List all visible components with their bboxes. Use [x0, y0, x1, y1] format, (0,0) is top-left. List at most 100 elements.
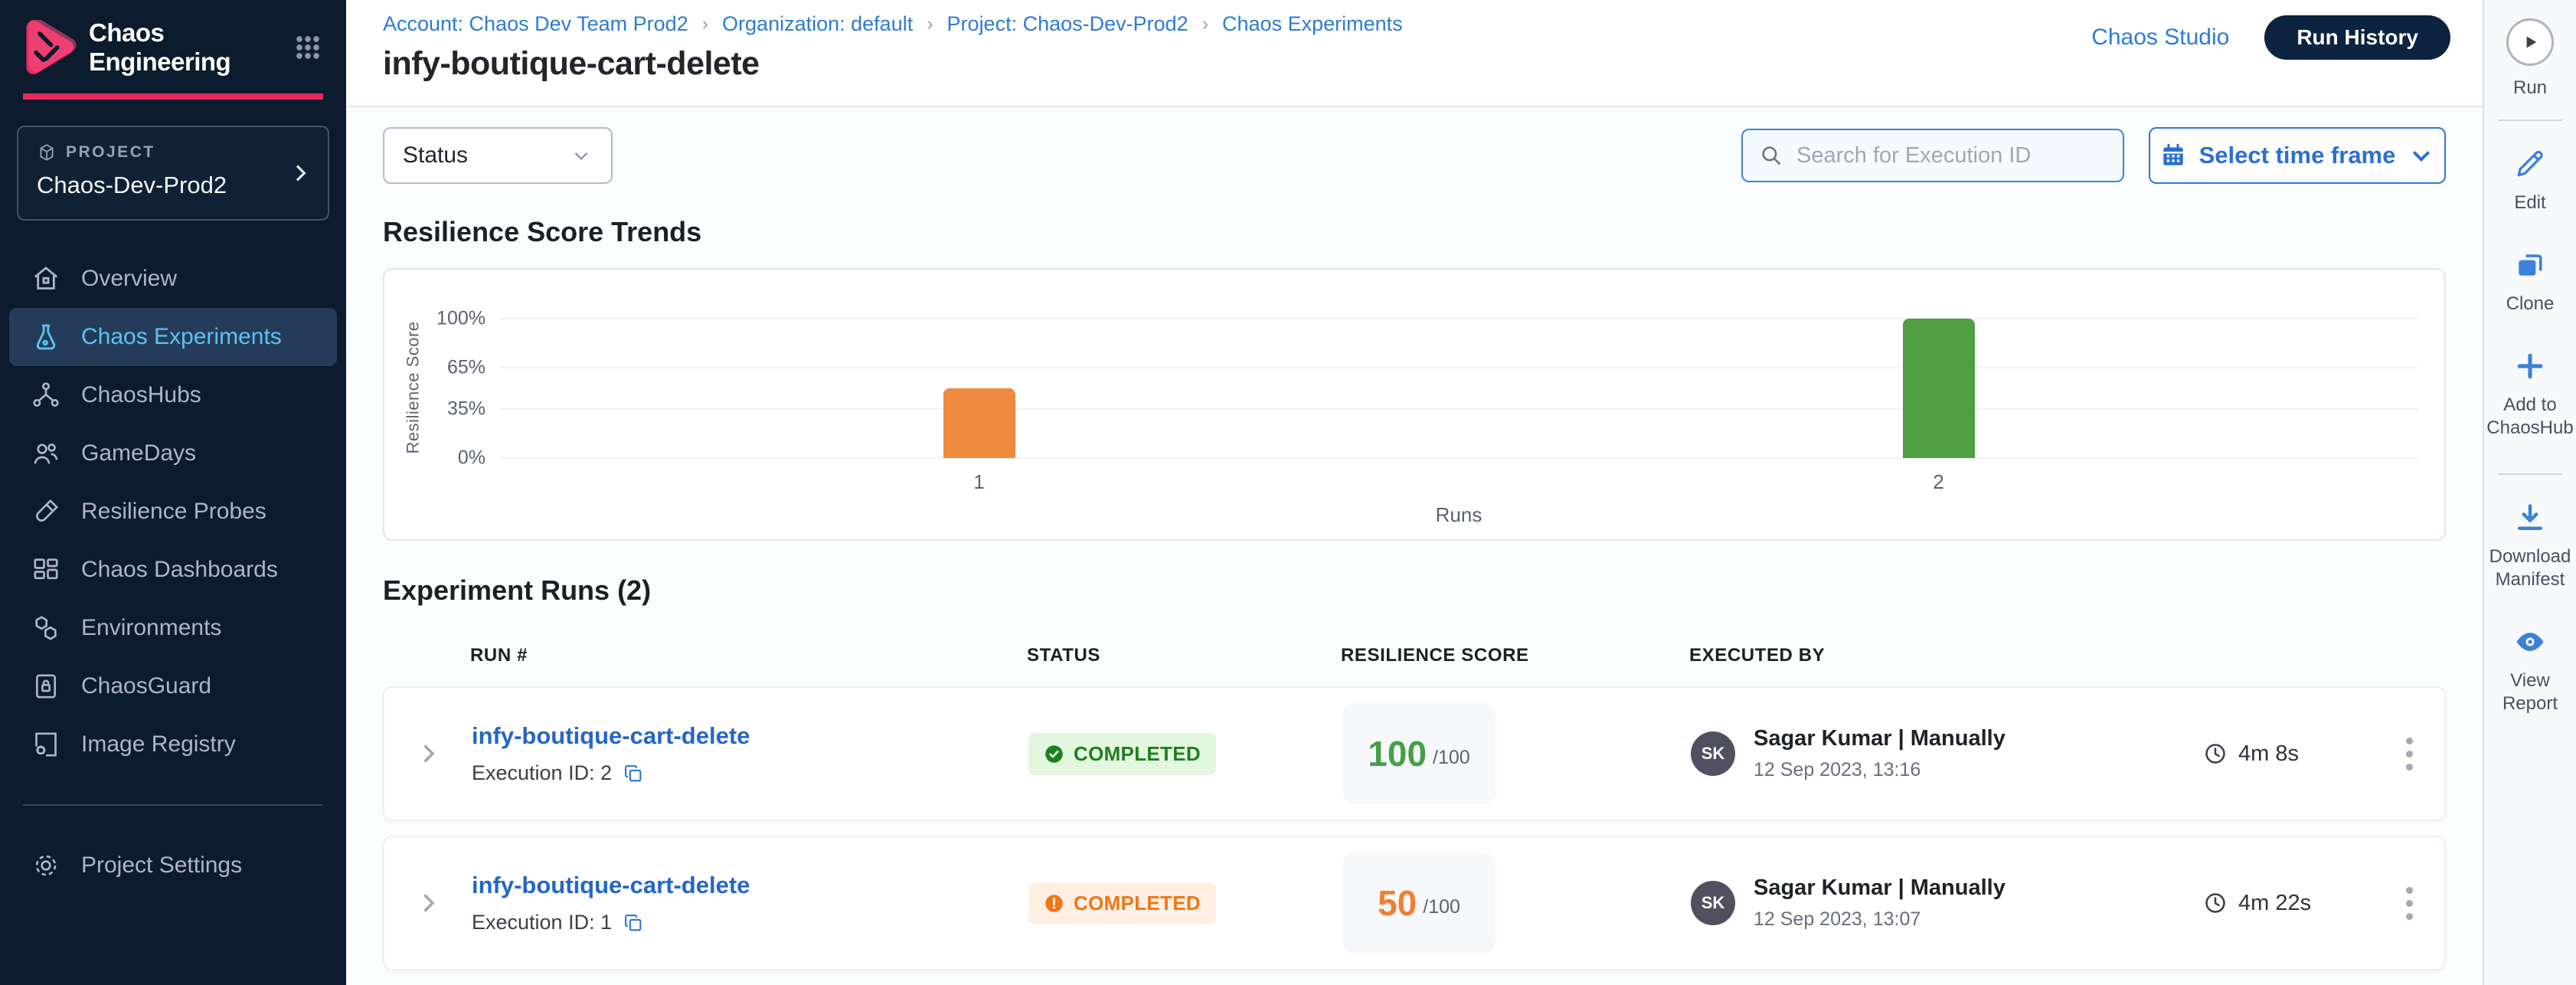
chevron-right-icon: [423, 894, 435, 912]
hexagons-icon: [35, 616, 57, 640]
clone-action[interactable]: Clone: [2506, 248, 2555, 316]
table-row[interactable]: infy-boutique-cart-delete Execution ID: …: [383, 836, 2446, 970]
product-title: Chaos Engineering: [89, 18, 231, 76]
col-header-run: RUN #: [470, 645, 528, 666]
add-to-chaoshub-action[interactable]: Add to ChaosHub: [2486, 349, 2574, 440]
chevron-down-icon: [2413, 151, 2431, 162]
filter-row: Status Select time frame: [383, 127, 2446, 184]
download-manifest-action[interactable]: Download Manifest: [2487, 501, 2573, 591]
pencil-icon: [2517, 150, 2543, 177]
executor-name: Sagar Kumar | Manually: [1754, 875, 2006, 900]
breadcrumb-project[interactable]: Project: Chaos-Dev-Prod2: [946, 12, 1188, 35]
chaos-studio-link[interactable]: Chaos Studio: [2091, 25, 2230, 50]
status-filter-label: Status: [403, 142, 469, 168]
header-actions: Chaos Studio Run History: [2091, 15, 2450, 60]
action-rail: Run Edit Clone Add to ChaosHub Download …: [2483, 0, 2576, 985]
run-button[interactable]: [2506, 18, 2554, 66]
copy-icon[interactable]: [623, 912, 644, 934]
duration-value: 4m 22s: [2238, 890, 2312, 915]
download-icon: [2518, 504, 2542, 530]
runs-section-title: Experiment Runs (2): [383, 574, 652, 606]
executed-by-cell: SK Sagar Kumar | Manually 12 Sep 2023, 1…: [1691, 726, 2203, 781]
breadcrumb-separator: ›: [1201, 13, 1209, 34]
score-value: 100: [1368, 734, 1427, 774]
main-panel: Account: Chaos Dev Team Prod2 › Organiza…: [346, 0, 2483, 985]
view-report-label: View Report: [2502, 670, 2558, 714]
registry-icon: [35, 732, 57, 757]
project-name: Chaos-Dev-Prod2: [37, 172, 227, 198]
sidebar-item-label: Overview: [81, 266, 178, 291]
rail-divider: [2498, 119, 2562, 121]
sidebar-item-environments[interactable]: Environments: [9, 599, 337, 657]
expand-row-icon[interactable]: [414, 740, 442, 767]
cube-icon: [40, 144, 54, 161]
run-name-link[interactable]: infy-boutique-cart-delete: [472, 722, 750, 749]
flask-icon: [36, 324, 56, 350]
chart-bar: [943, 388, 1015, 458]
duration-cell: 4m 8s: [2203, 741, 2374, 767]
alert-circle-icon: [1045, 894, 1063, 912]
project-selector[interactable]: PROJECT Chaos-Dev-Prod2: [17, 126, 329, 221]
search-box: [1741, 129, 2124, 182]
time-frame-label: Select time frame: [2198, 142, 2396, 169]
clock-icon: [2205, 893, 2225, 913]
search-icon: [1762, 146, 1781, 165]
sidebar-item-chaos-dashboards[interactable]: Chaos Dashboards: [9, 541, 337, 599]
search-input[interactable]: [1796, 142, 2107, 169]
chevron-right-icon: [423, 744, 435, 763]
status-cell: COMPLETED: [1028, 882, 1342, 924]
sidebar-item-label: ChaosHubs: [81, 382, 201, 407]
col-header-executed-by: EXECUTED BY: [1689, 645, 1826, 666]
clone-label: Clone: [2506, 293, 2555, 314]
chart-y-axis-title: Resilience Score: [404, 321, 423, 454]
run-history-button[interactable]: Run History: [2264, 15, 2450, 60]
sidebar-item-chaos-experiments[interactable]: Chaos Experiments: [9, 308, 337, 366]
sidebar-item-label: Environments: [81, 615, 222, 640]
app-grid-icon[interactable]: [291, 31, 325, 64]
breadcrumb-organization[interactable]: Organization: default: [722, 12, 914, 35]
status-badge: COMPLETED: [1028, 732, 1216, 775]
resilience-score-chart: Resilience Score 0% 35% 65% 100% 1 2 Runs: [383, 268, 2446, 541]
execution-date: 12 Sep 2023, 13:16: [1754, 759, 1921, 780]
run-name-link[interactable]: infy-boutique-cart-delete: [472, 872, 750, 898]
sidebar-nav: Overview Chaos Experiments ChaosHubs Gam…: [0, 250, 346, 774]
expand-row-icon[interactable]: [414, 889, 442, 917]
sidebar-item-overview[interactable]: Overview: [9, 250, 337, 308]
eye-icon: [2516, 633, 2544, 651]
sidebar-item-gamedays[interactable]: GameDays: [9, 424, 337, 483]
add-to-chaoshub-label: Add to ChaosHub: [2486, 394, 2574, 438]
score-cell: 50 /100: [1342, 852, 1691, 954]
sidebar-item-image-registry[interactable]: Image Registry: [9, 715, 337, 774]
avatar: SK: [1691, 881, 1735, 925]
sidebar-item-label: Chaos Dashboards: [81, 557, 278, 582]
harness-logo-icon: [26, 20, 77, 74]
row-menu-icon[interactable]: [2398, 730, 2421, 778]
breadcrumb-account[interactable]: Account: Chaos Dev Team Prod2: [383, 12, 688, 35]
edit-action[interactable]: Edit: [2513, 147, 2547, 214]
sidebar-item-project-settings[interactable]: Project Settings: [9, 836, 337, 895]
sidebar-item-chaoshubs[interactable]: ChaosHubs: [9, 366, 337, 424]
chart-x-axis-title: Runs: [1435, 503, 1483, 526]
resilience-score-box: 50 /100: [1342, 852, 1496, 954]
execution-date: 12 Sep 2023, 13:07: [1754, 908, 1921, 930]
sidebar-divider: [23, 804, 323, 806]
status-filter-dropdown[interactable]: Status: [383, 127, 613, 184]
time-frame-button[interactable]: Select time frame: [2149, 127, 2446, 184]
col-header-status: STATUS: [1027, 645, 1101, 666]
page-header: Account: Chaos Dev Team Prod2 › Organiza…: [346, 0, 2483, 107]
home-icon: [34, 266, 58, 290]
score-value: 50: [1378, 883, 1417, 923]
breadcrumb-chaos-experiments[interactable]: Chaos Experiments: [1222, 12, 1403, 35]
executed-by-cell: SK Sagar Kumar | Manually 12 Sep 2023, 1…: [1691, 875, 2203, 931]
table-row[interactable]: infy-boutique-cart-delete Execution ID: …: [383, 686, 2446, 821]
row-menu-icon[interactable]: [2398, 879, 2421, 928]
chevron-right-icon: [296, 165, 306, 182]
download-manifest-label: Download Manifest: [2489, 546, 2571, 590]
duration-cell: 4m 22s: [2203, 891, 2374, 916]
sidebar-item-chaosguard[interactable]: ChaosGuard: [9, 657, 337, 715]
sidebar-item-resilience-probes[interactable]: Resilience Probes: [9, 483, 337, 541]
copy-icon[interactable]: [623, 763, 644, 784]
execution-id: Execution ID: 1: [472, 911, 1028, 934]
view-report-action[interactable]: View Report: [2487, 625, 2573, 715]
rail-divider: [2498, 473, 2562, 475]
